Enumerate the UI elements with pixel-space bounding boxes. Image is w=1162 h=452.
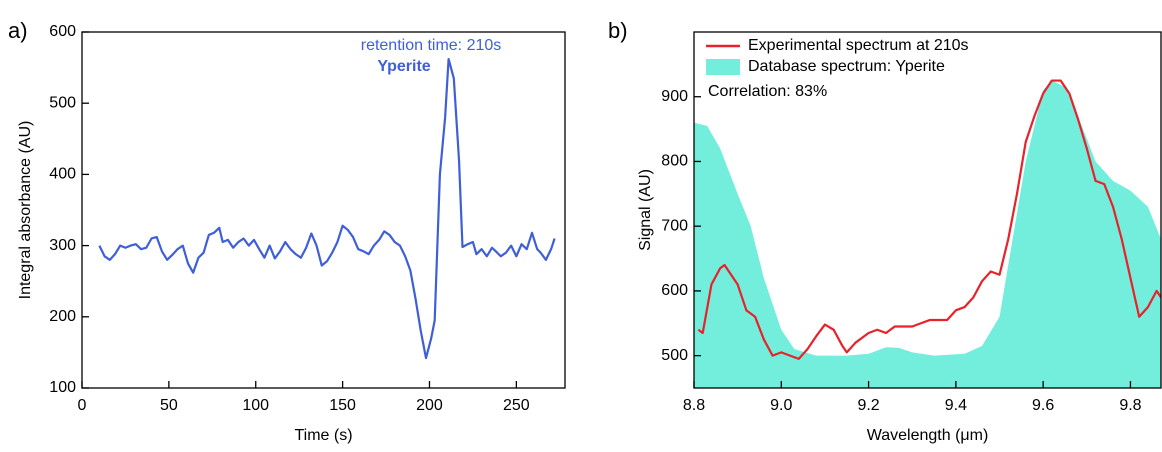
annotation: Correlation: 83% <box>708 83 827 100</box>
legend-label: Experimental spectrum at 210s <box>748 37 969 54</box>
x-tick-label: 250 <box>503 397 530 414</box>
plot-frame <box>81 31 566 389</box>
y-tick-label: 900 <box>661 88 688 105</box>
x-tick-label: 150 <box>329 397 356 414</box>
y-tick-label: 200 <box>49 308 76 325</box>
x-tick-label: 200 <box>416 397 443 414</box>
y-tick-label: 400 <box>49 166 76 183</box>
annotation: retention time: 210s <box>361 37 502 54</box>
x-tick-label: 50 <box>160 397 178 414</box>
y-tick-label: 700 <box>661 217 688 234</box>
y-tick-label: 600 <box>661 282 688 299</box>
y-tick-label: 500 <box>49 94 76 111</box>
panel: 0 50 100 150 200 250 100 200 300 400 500 600 Time (s… <box>8 18 566 444</box>
y-axis-label: Signal (AU) <box>637 169 654 251</box>
annotation: Yperite <box>377 58 430 75</box>
panel-label: b) <box>608 18 628 43</box>
line <box>697 79 1161 360</box>
y-axis-label: Integral absorbance (AU) <box>17 121 34 300</box>
x-tick-label: 9.0 <box>770 397 792 414</box>
line <box>98 57 556 360</box>
panel: 8.8 9.0 9.2 9.4 9.6 9.8 500 600 700 800 900 Wavelen… <box>608 18 1162 444</box>
x-tick-label: 9.8 <box>1119 397 1141 414</box>
y-tick-label: 100 <box>49 379 76 396</box>
x-tick-label: 9.6 <box>1032 397 1054 414</box>
y-tick-label: 600 <box>49 23 76 40</box>
y-tick-label: 500 <box>661 347 688 364</box>
legend-swatch <box>706 59 740 75</box>
x-tick-label: 0 <box>78 397 87 414</box>
y-tick-label: 300 <box>49 237 76 254</box>
x-axis-label: Wavelength (μm) <box>867 427 989 444</box>
x-tick-label: 9.4 <box>945 397 967 414</box>
y-tick-label: 800 <box>661 153 688 170</box>
area <box>694 80 1161 388</box>
plot-frame <box>693 31 1162 389</box>
x-tick-label: 100 <box>242 397 269 414</box>
legend-label: Database spectrum: Yperite <box>748 58 945 75</box>
x-axis-label: Time (s) <box>294 427 352 444</box>
x-tick-label: 8.8 <box>683 397 705 414</box>
x-tick-label: 9.2 <box>857 397 879 414</box>
panel-label: a) <box>8 18 28 43</box>
